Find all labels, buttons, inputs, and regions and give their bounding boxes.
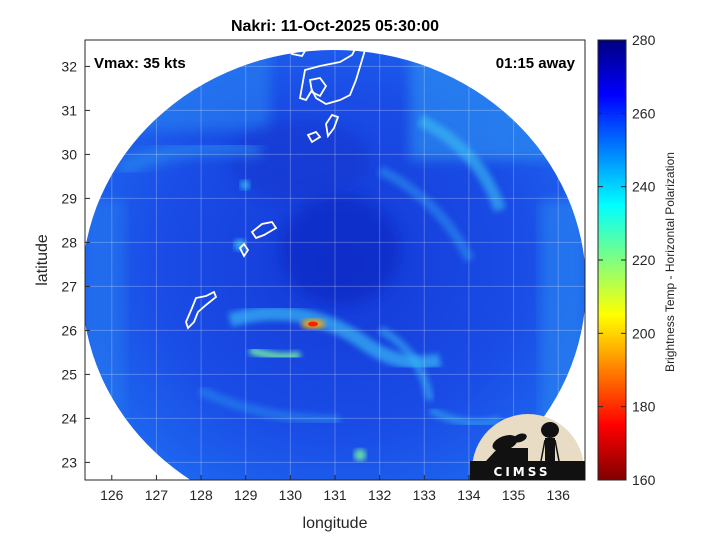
- y-tick-label: 24: [61, 410, 77, 426]
- y-tick-label: 32: [61, 58, 77, 74]
- x-tick-label: 134: [457, 487, 481, 503]
- coastline-islet-north-2: [308, 77, 328, 98]
- coastline-yakushima: [306, 130, 322, 144]
- colorbar-tick-label: 200: [632, 325, 656, 341]
- coastline-islet-north: [288, 40, 310, 58]
- colorbar-tick-label: 280: [632, 32, 656, 48]
- logo-text: CIMSS: [494, 465, 551, 479]
- colorbar-tick-label: 260: [632, 105, 656, 121]
- y-tick-label: 25: [61, 366, 77, 382]
- x-tick-label: 133: [413, 487, 437, 503]
- time-away-label: 01:15 away: [496, 55, 576, 72]
- coastlines: [185, 40, 369, 330]
- x-tick-labels: 126 127 128 129 130 131 132 133 134 135 136: [100, 487, 570, 503]
- x-tick-label: 135: [502, 487, 526, 503]
- colorbar-tick-label: 180: [632, 399, 656, 415]
- colorbar-label: Brightness Temp - Horizontal Polarizatio…: [663, 152, 677, 372]
- x-tick-label: 130: [279, 487, 303, 503]
- colorbar-tick-label: 240: [632, 179, 656, 195]
- vmax-label: Vmax: 35 kts: [94, 55, 186, 72]
- x-tick-label: 136: [547, 487, 571, 503]
- plot-frame: [84, 39, 586, 481]
- colorbar-tick-label: 220: [632, 252, 656, 268]
- y-tick-labels: 23 24 25 26 27 28 29 30 31 32: [61, 58, 77, 470]
- coastline-amami: [250, 220, 278, 240]
- x-tick-label: 129: [234, 487, 258, 503]
- x-tick-label: 131: [323, 487, 347, 503]
- x-axis-label: longitude: [303, 515, 368, 532]
- y-tick-label: 30: [61, 146, 77, 162]
- logo-banner: [470, 461, 585, 480]
- colorbar-tick-label: 160: [632, 472, 656, 488]
- x-tick-label: 128: [189, 487, 213, 503]
- figure-title: Nakri: 11-Oct-2025 05:30:00: [231, 18, 439, 35]
- y-axis-label: latitude: [34, 234, 51, 286]
- coastline-tanegashima: [325, 113, 340, 139]
- coastline-okinawa: [185, 290, 218, 330]
- y-tick-label: 28: [61, 234, 77, 250]
- y-tick-label: 23: [61, 454, 77, 470]
- cimss-logo: CIMSS: [470, 414, 585, 480]
- y-tick-label: 31: [61, 102, 77, 118]
- x-tick-label: 127: [145, 487, 169, 503]
- y-tick-label: 27: [61, 278, 77, 294]
- y-tick-label: 29: [61, 190, 77, 206]
- y-tick-label: 26: [61, 322, 77, 338]
- grid-lines: [85, 40, 585, 480]
- colorbar: 160 180 200 220 240 260 280 Brightness Temp - …: [597, 32, 677, 488]
- coastline-tokunoshima: [238, 242, 250, 258]
- x-tick-label: 132: [368, 487, 392, 503]
- x-tick-label: 126: [100, 487, 124, 503]
- colorbar-tick-labels: 160 180 200 220 240 260 280: [598, 32, 656, 488]
